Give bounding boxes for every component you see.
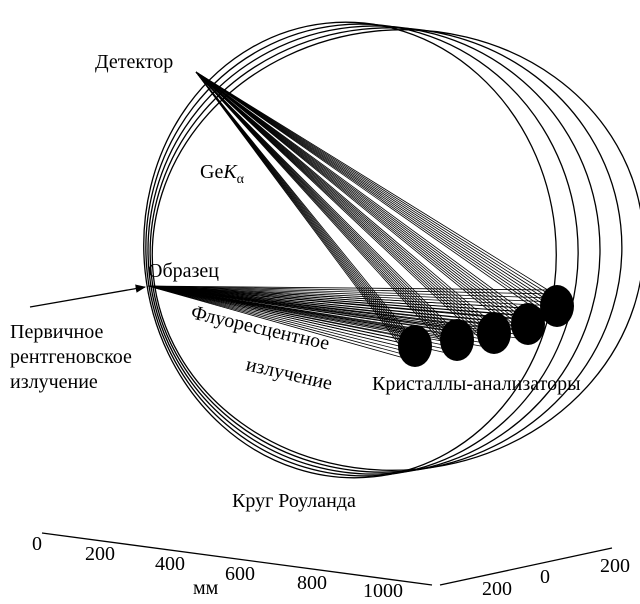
ray xyxy=(196,72,554,322)
primary-beam-label: Первичное xyxy=(10,321,103,343)
ray xyxy=(196,72,553,314)
y-tick-label: 0 xyxy=(540,566,550,588)
y-tick-label: 200 xyxy=(482,578,512,599)
line-label: GeKα xyxy=(200,161,245,187)
primary-beam-label: излучение xyxy=(10,371,98,393)
axes xyxy=(42,533,612,585)
ray xyxy=(196,72,520,316)
diagram: Детектор GeKα Образец Первичное рентгено… xyxy=(0,0,640,599)
ray xyxy=(196,72,550,302)
crystals-label: Кристаллы-анализаторы xyxy=(372,373,581,395)
ray xyxy=(196,72,549,294)
ray xyxy=(196,72,551,306)
crystal xyxy=(398,325,432,367)
detector-label: Детектор xyxy=(95,51,173,73)
x-tick-label: 0 xyxy=(32,533,42,555)
y-tick-label: 200 xyxy=(600,555,630,577)
x-tick-label: 600 xyxy=(225,563,255,585)
x-tick-label: 400 xyxy=(155,553,185,575)
primary-beam-arrow xyxy=(30,287,145,307)
crystal xyxy=(477,312,511,354)
primary-beam-label: рентгеновское xyxy=(10,346,132,368)
fluorescence-label: излучение xyxy=(244,353,335,394)
x-tick-label: 1000 xyxy=(363,580,403,599)
rowland-circle xyxy=(121,2,578,499)
x-tick-label: 800 xyxy=(297,572,327,594)
crystal xyxy=(511,303,545,345)
rowland-circle-label: Круг Роуланда xyxy=(232,490,356,512)
x-tick-label: 200 xyxy=(85,543,115,565)
ray xyxy=(196,72,552,310)
y-axis xyxy=(440,548,612,585)
crystals xyxy=(398,285,574,367)
x-axis-unit: мм xyxy=(193,577,219,599)
crystal xyxy=(440,319,474,361)
ray xyxy=(196,72,553,318)
sample-label: Образец xyxy=(148,260,219,282)
crystal xyxy=(540,285,574,327)
